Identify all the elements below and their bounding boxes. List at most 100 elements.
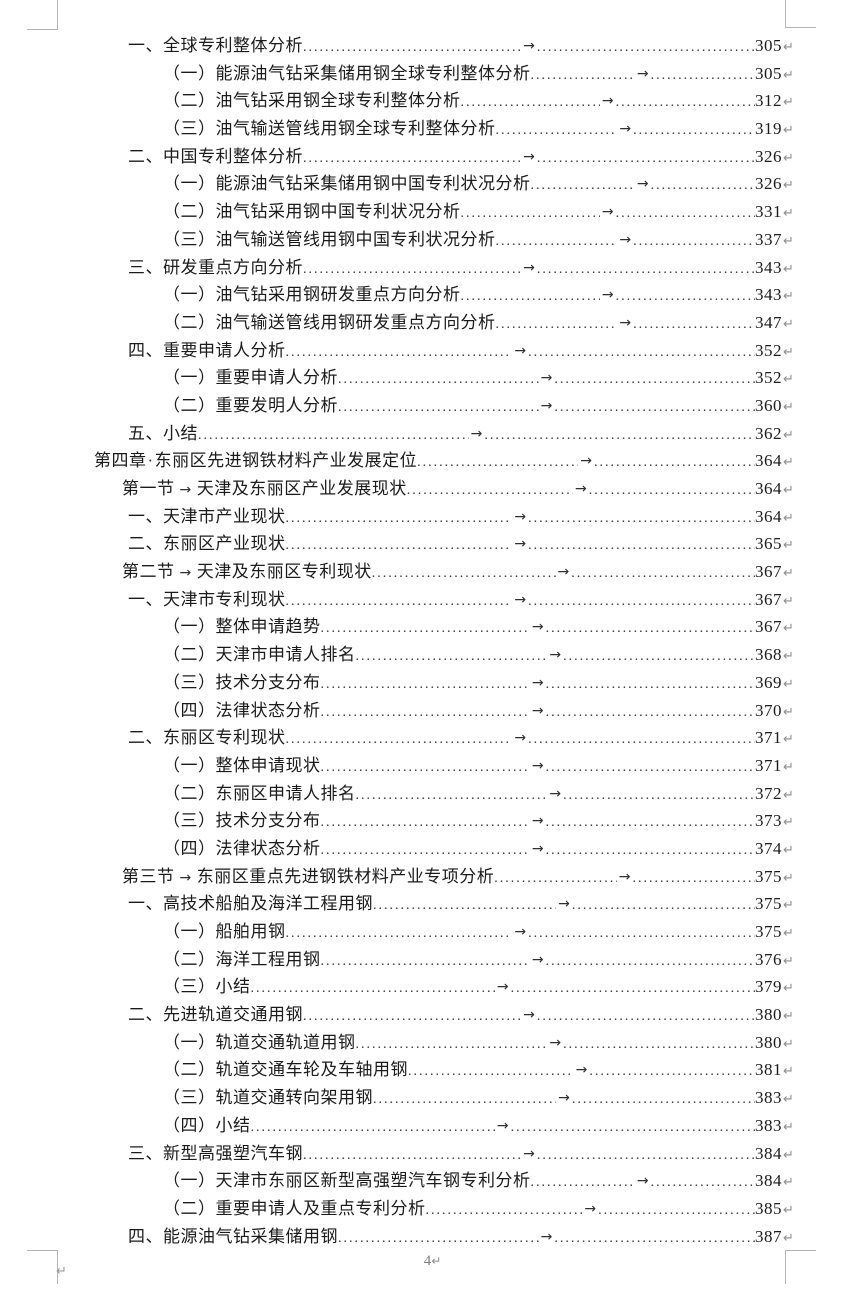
dot-leader: ........................................…	[303, 150, 521, 166]
toc-entry[interactable]: 三、新型高强塑汽车钢..............................…	[94, 1140, 797, 1168]
dot-leader: ........................................…	[650, 67, 756, 83]
toc-entry[interactable]: 二、东丽区产业现状...............................…	[94, 530, 797, 558]
dot-leader: ........................................…	[598, 1202, 756, 1218]
dot-leader: ........................................…	[588, 483, 755, 498]
toc-entry[interactable]: （二）轨道交通车轮及车轴用钢..........................…	[94, 1056, 797, 1084]
toc-entry[interactable]: 第一节 → 天津及东丽区产业发展现状........................…	[94, 475, 797, 503]
toc-entry[interactable]: （二）海洋工程用钢...............................…	[94, 946, 797, 974]
toc-entry[interactable]: 二、中国专利整体分析..............................…	[94, 143, 797, 171]
toc-entry[interactable]: （一）能源油气钻采集储用钢全球专利整体分析...................…	[94, 60, 797, 88]
toc-entry[interactable]: （四）法律状态分析...............................…	[94, 697, 797, 725]
toc-entry[interactable]: （三）轨道交通转向架用钢............................…	[94, 1084, 797, 1112]
tab-arrow-icon: →	[531, 757, 544, 774]
toc-entry[interactable]: 五、小结....................................…	[94, 420, 797, 448]
toc-entry[interactable]: （一）油气钻采用钢研发重点方向分析.......................…	[94, 281, 797, 309]
toc-entry[interactable]: 第三节 → 东丽区重点先进钢铁材料产业专项分析...................…	[94, 863, 797, 891]
dot-leader: ........................................…	[495, 233, 618, 249]
tab-arrow-icon: →	[619, 231, 632, 248]
toc-entry[interactable]: （二）重要申请人及重点专利分析.........................…	[94, 1195, 797, 1223]
dot-leader: ........................................…	[303, 40, 521, 55]
paragraph-return-icon: ↵	[783, 538, 794, 554]
toc-entry-text: （二）重要发明人分析	[163, 395, 338, 415]
toc-entry[interactable]: 一、全球专利整体分析..............................…	[94, 32, 797, 60]
toc-page-number: 372	[755, 783, 783, 803]
footer-page-number: 4	[423, 1253, 432, 1269]
toc-entry-text: （二）油气钻采用钢中国专利状况分析	[163, 202, 461, 222]
tab-arrow-icon: →	[580, 453, 592, 470]
toc-entry[interactable]: （三）油气输送管线用钢中国专利状况分析.....................…	[94, 226, 797, 254]
dot-leader: ........................................…	[460, 95, 600, 111]
tab-arrow-icon: →	[636, 176, 649, 193]
dot-leader: ........................................…	[285, 732, 513, 748]
toc-entry[interactable]: （三）油气输送管线用钢全球专利整体分析.....................…	[94, 115, 797, 143]
toc-entry[interactable]: 一、高技术船舶及海洋工程用钢..........................…	[94, 890, 797, 918]
toc-entry[interactable]: 四、重要申请人分析...............................…	[94, 337, 797, 365]
toc-entry[interactable]: （三）小结...................................…	[94, 973, 797, 1001]
toc-entry[interactable]: （一）能源油气钻采集储用钢中国专利状况分析...................…	[94, 170, 797, 198]
tab-arrow-icon: →	[514, 508, 527, 525]
dot-leader: ........................................…	[545, 759, 755, 775]
toc-entry[interactable]: 第四章·东丽区先进钢铁材料产业发展定位.....................…	[94, 447, 797, 475]
toc-entry[interactable]: （二）重要发明人分析..............................…	[94, 392, 797, 420]
dot-leader: ........................................…	[303, 261, 521, 277]
toc-entry[interactable]: 四、能源油气钻采集储用钢............................…	[94, 1223, 797, 1251]
toc-entry-text: （四）法律状态分析	[163, 838, 321, 858]
dot-leader: ........................................…	[536, 40, 755, 55]
toc-entry[interactable]: 一、天津市专利现状...............................…	[94, 586, 797, 614]
tab-arrow-icon: →	[540, 370, 553, 387]
toc-entry[interactable]: 二、东丽区专利现状...............................…	[94, 724, 797, 752]
toc-entry[interactable]: （一）整体申请现状...............................…	[94, 752, 797, 780]
toc-entry[interactable]: （一）轨道交通轨道用钢.............................…	[94, 1029, 797, 1057]
toc-entry[interactable]: 一、天津市产业现状...............................…	[94, 503, 797, 531]
toc-entry-text: （一）轨道交通轨道用钢	[163, 1032, 356, 1052]
toc-entry[interactable]: （一）重要申请人分析..............................…	[94, 364, 797, 392]
toc-page-number: 337	[755, 229, 783, 249]
dot-leader: ........................................…	[285, 538, 513, 554]
toc-entry[interactable]: （二）天津市申请人排名.............................…	[94, 641, 797, 669]
toc-entry-text: （三）技术分支分布	[163, 672, 321, 692]
toc-entry[interactable]: （四）小结...................................…	[94, 1112, 797, 1140]
toc-page-number: 364	[755, 506, 783, 526]
toc-entry-prefix: 第一节	[122, 479, 175, 498]
toc-entry[interactable]: （一）船舶用钢.................................…	[94, 918, 797, 946]
tab-arrow-icon: →	[470, 425, 483, 442]
dot-leader: ........................................…	[494, 870, 617, 886]
toc-entry[interactable]: （一）天津市东丽区新型高强塑汽车钢专利分析...................…	[94, 1167, 797, 1195]
toc-entry[interactable]: 三、研发重点方向分析..............................…	[94, 254, 797, 282]
dot-leader: ........................................…	[650, 1175, 756, 1191]
toc-entry[interactable]: （四）法律状态分析...............................…	[94, 835, 797, 863]
toc-entry[interactable]: （二）东丽区申请人排名.............................…	[94, 780, 797, 808]
toc-entry[interactable]: （二）油气钻采用钢全球专利整体分析.......................…	[94, 87, 797, 115]
toc-entry[interactable]: （三）技术分支分布...............................…	[94, 807, 797, 835]
tab-arrow-icon: →	[531, 619, 544, 636]
toc-page-number: 371	[755, 728, 783, 748]
toc-page-number: 326	[755, 174, 783, 194]
tab-arrow-icon: →	[514, 536, 527, 553]
toc-entry[interactable]: 第二节 → 天津及东丽区专利现状..........................…	[94, 558, 797, 586]
tab-arrow-icon: →	[540, 1228, 553, 1245]
toc-entry[interactable]: （二）油气输送管线用钢研发重点方向分析.....................…	[94, 309, 797, 337]
tab-arrow-icon: →	[531, 951, 544, 968]
toc-entry[interactable]: 二、先进轨道交通用钢..............................…	[94, 1001, 797, 1029]
toc-page-number: 375	[755, 894, 783, 914]
toc-entry[interactable]: （二）油气钻采用钢中国专利状况分析.......................…	[94, 198, 797, 226]
paragraph-return-icon: ↵	[783, 95, 794, 111]
text-boundary-mark-bottom-left	[27, 1250, 58, 1284]
page-footer: 4↵	[0, 1250, 865, 1272]
toc-entry-text: 一、高技术船舶及海洋工程用钢	[128, 894, 373, 914]
toc-entry-text: （四）法律状态分析	[163, 700, 321, 720]
tab-arrow-icon: →	[179, 869, 192, 886]
text-boundary-mark-bottom-right	[785, 1250, 816, 1284]
dot-leader: ........................................…	[285, 344, 513, 360]
paragraph-return-icon: ↵	[56, 1264, 67, 1279]
paragraph-return-icon: ↵	[783, 372, 794, 388]
toc-entry[interactable]: （一）整体申请趋势...............................…	[94, 613, 797, 641]
tab-arrow-icon: →	[523, 1145, 535, 1162]
dot-leader: ........................................…	[303, 1147, 521, 1163]
paragraph-return-icon: ↵	[431, 1254, 442, 1268]
toc-page-number: 373	[755, 811, 783, 831]
toc-page-number: 347	[755, 312, 783, 332]
toc-entry[interactable]: （三）技术分支分布...............................…	[94, 669, 797, 697]
toc-page-number: 365	[755, 534, 783, 554]
